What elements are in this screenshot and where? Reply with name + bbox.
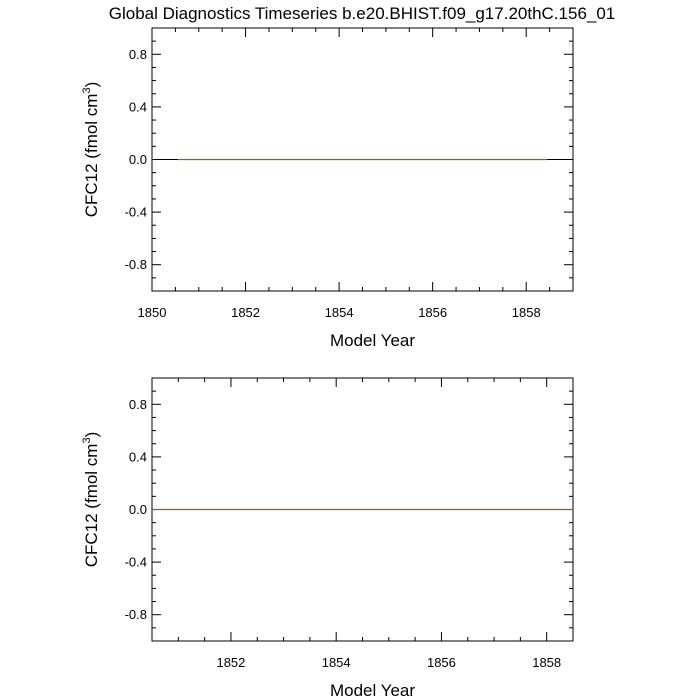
y-tick-label: 0.4 bbox=[129, 449, 147, 464]
y-tick-label: -0.4 bbox=[125, 555, 147, 570]
y-tick-label: 0.8 bbox=[129, 397, 147, 412]
x-tick-label: 1852 bbox=[231, 305, 260, 320]
x-tick-label: 1854 bbox=[322, 655, 351, 670]
x-axis-label: Model Year bbox=[330, 331, 415, 350]
y-tick-label: 0.0 bbox=[129, 152, 147, 167]
y-tick-label: 0.8 bbox=[129, 47, 147, 62]
y-axis-label-tail: ) bbox=[82, 82, 101, 88]
y-axis-label-exponent: 3 bbox=[81, 437, 93, 443]
panel-bottom: -0.8 -0.4 0.0 0.4 0.8 1852 1854 1856 1858 Model Y… bbox=[81, 377, 574, 700]
chart-title: Global Diagnostics Timeseries b.e20.BHIS… bbox=[109, 4, 616, 23]
y-axis-label: CFC12 (fmol cm3) bbox=[81, 82, 101, 218]
y-tick-label: 0.0 bbox=[129, 502, 147, 517]
y-tick-label: 0.4 bbox=[129, 99, 147, 114]
x-tick-label: 1852 bbox=[216, 655, 245, 670]
x-tick-label: 1856 bbox=[418, 305, 447, 320]
y-axis-label-main: CFC12 (fmol cm bbox=[82, 444, 101, 568]
y-axis-label-exponent: 3 bbox=[81, 87, 93, 93]
x-tick-label: 1858 bbox=[532, 655, 561, 670]
y-tick-label: -0.4 bbox=[125, 205, 147, 220]
y-tick-label: -0.8 bbox=[125, 257, 147, 272]
x-axis-label: Model Year bbox=[330, 681, 415, 700]
y-axis-label-tail: ) bbox=[82, 432, 101, 438]
x-tick-label: 1856 bbox=[427, 655, 456, 670]
y-tick-label: -0.8 bbox=[125, 607, 147, 622]
y-axis-label: CFC12 (fmol cm3) bbox=[81, 432, 101, 568]
x-tick-label: 1858 bbox=[512, 305, 541, 320]
y-axis-label-main: CFC12 (fmol cm bbox=[82, 94, 101, 218]
x-tick-label: 1854 bbox=[325, 305, 354, 320]
panel-top: -0.8 -0.4 0.0 0.4 0.8 1850 1852 1854 1856 1858 Mod… bbox=[81, 27, 574, 350]
x-tick-label: 1850 bbox=[138, 305, 167, 320]
